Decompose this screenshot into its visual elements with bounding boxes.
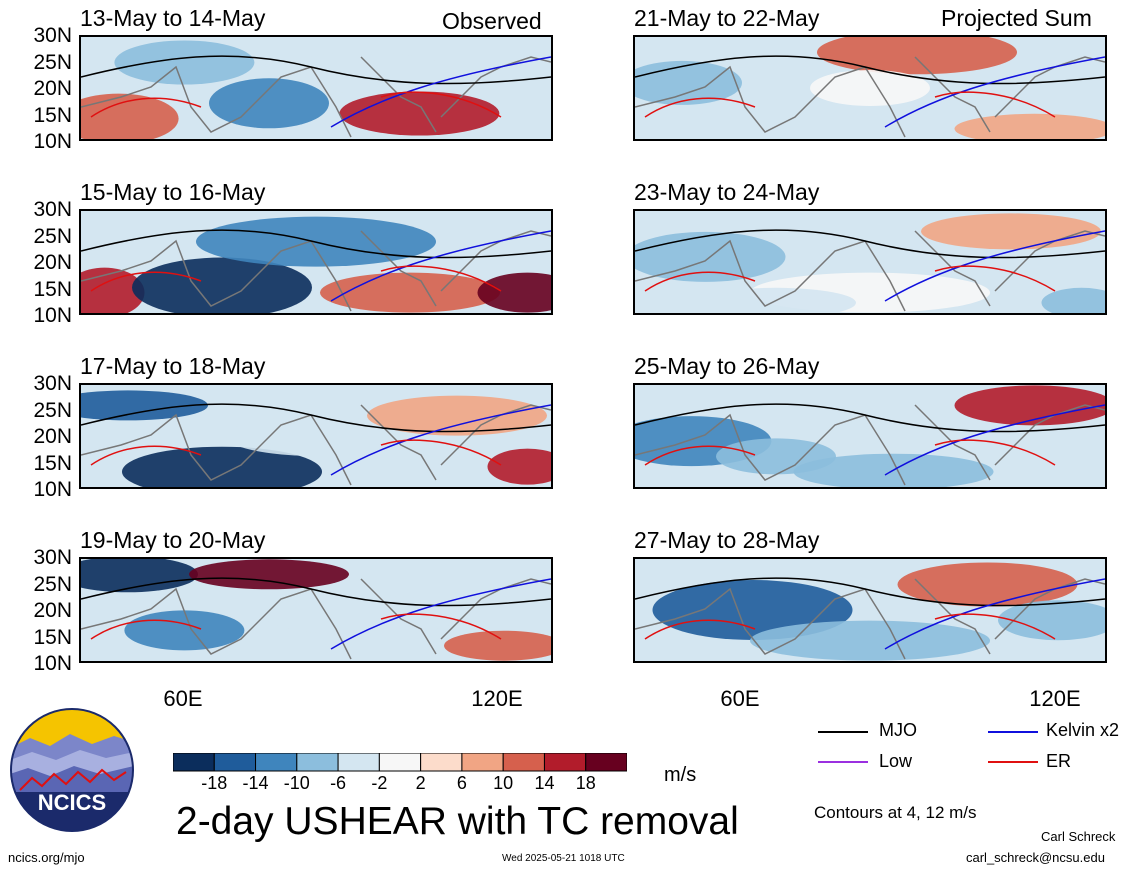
colorbar-swatch (502, 753, 545, 772)
map-field (633, 557, 1107, 663)
colorbar-tick-label: 6 (456, 773, 467, 793)
projected-sum-label: Projected Sum (941, 5, 1092, 31)
lat-tick: 30N (33, 24, 72, 47)
lat-tick: 20N (33, 251, 72, 274)
colorbar-swatch (255, 753, 298, 772)
logo-text: NCICS (38, 790, 106, 815)
lat-tick: 30N (33, 546, 72, 569)
map-field (633, 209, 1107, 315)
lat-tick: 10N (33, 304, 72, 327)
map-field (79, 209, 553, 315)
colorbar-tick-label: 2 (415, 773, 426, 793)
colorbar-swatch (213, 753, 257, 772)
lat-tick: 20N (33, 425, 72, 448)
lat-tick: 10N (33, 478, 72, 501)
map-field (633, 35, 1107, 141)
main-title: 2-day USHEAR with TC removal (176, 800, 739, 843)
lat-tick: 15N (33, 103, 72, 127)
lat-tick: 25N (33, 224, 72, 248)
lat-tick: 30N (33, 372, 72, 395)
mjo-legend-line (818, 731, 868, 733)
lat-tick: 10N (33, 652, 72, 675)
map-field (79, 35, 553, 141)
mjo-legend-label: MJO (879, 720, 917, 740)
lon-tick-120e-right: 120E (1029, 686, 1081, 711)
low-legend-label: Low (879, 751, 913, 771)
colorbar: -18 -14 -10 -6 -2 2 6 10 14 18 (173, 753, 627, 793)
panel-title: 19-May to 20-May (80, 527, 266, 553)
panel-title: 25-May to 26-May (634, 353, 820, 379)
colorbar-swatch (173, 753, 215, 772)
kelvin-legend-label: Kelvin x2 (1046, 720, 1120, 740)
colorbar-tick-label: -2 (371, 773, 388, 793)
ncics-logo: NCICS (10, 708, 134, 832)
colorbar-swatch (585, 753, 627, 772)
kelvin-legend-line (988, 731, 1038, 733)
lat-tick: 25N (33, 50, 72, 74)
colorbar-swatch (378, 753, 422, 772)
lon-tick-60e-right: 60E (720, 686, 760, 711)
lon-tick-120e-left: 120E (471, 686, 523, 711)
colorbar-tick-label: 14 (534, 773, 555, 793)
observed-label: Observed (442, 8, 542, 34)
colorbar-tick-label: 10 (493, 773, 514, 793)
lat-tick: 15N (33, 625, 72, 649)
colorbar-swatch (420, 753, 463, 772)
colorbar-swatches (173, 753, 627, 772)
lat-tick: 20N (33, 599, 72, 622)
map-field (633, 383, 1107, 489)
footer-author: Carl Schreck (1041, 829, 1116, 844)
panel-title: 13-May to 14-May (80, 5, 266, 31)
footer-link[interactable]: ncics.org/mjo (8, 850, 85, 865)
panel-title: 21-May to 22-May (634, 5, 820, 31)
colorbar-tick-label: -14 (242, 773, 269, 793)
lat-tick: 15N (33, 451, 72, 475)
contours-note: Contours at 4, 12 m/s (814, 803, 977, 822)
lat-tick: 25N (33, 572, 72, 596)
er-legend-line (988, 761, 1038, 763)
colorbar-tick-label: -6 (330, 773, 347, 793)
colorbar-tick-label: 18 (575, 773, 596, 793)
colorbar-tick-label: -10 (283, 773, 310, 793)
lat-tick: 20N (33, 77, 72, 100)
panel-title: 15-May to 16-May (80, 179, 266, 205)
panel-title: 23-May to 24-May (634, 179, 820, 205)
lat-tick: 30N (33, 198, 72, 221)
colorbar-swatch (543, 753, 587, 772)
colorbar-swatch (461, 753, 504, 772)
lat-tick: 25N (33, 398, 72, 422)
lat-tick: 15N (33, 277, 72, 301)
panel-title: 27-May to 28-May (634, 527, 820, 553)
er-legend-label: ER (1046, 751, 1072, 771)
colorbar-unit: m/s (664, 764, 697, 786)
low-legend-line (818, 761, 868, 763)
footer-timestamp: Wed 2025-05-21 1018 UTC (502, 853, 625, 864)
colorbar-tick-label: -18 (201, 773, 228, 793)
colorbar-swatch (296, 753, 339, 772)
colorbar-swatch (337, 753, 380, 772)
lat-tick: 10N (33, 130, 72, 153)
panel-title: 17-May to 18-May (80, 353, 266, 379)
map-field (79, 557, 553, 663)
map-field (79, 383, 553, 489)
footer-email[interactable]: carl_schreck@ncsu.edu (966, 850, 1105, 865)
lon-tick-60e-left: 60E (163, 686, 203, 711)
